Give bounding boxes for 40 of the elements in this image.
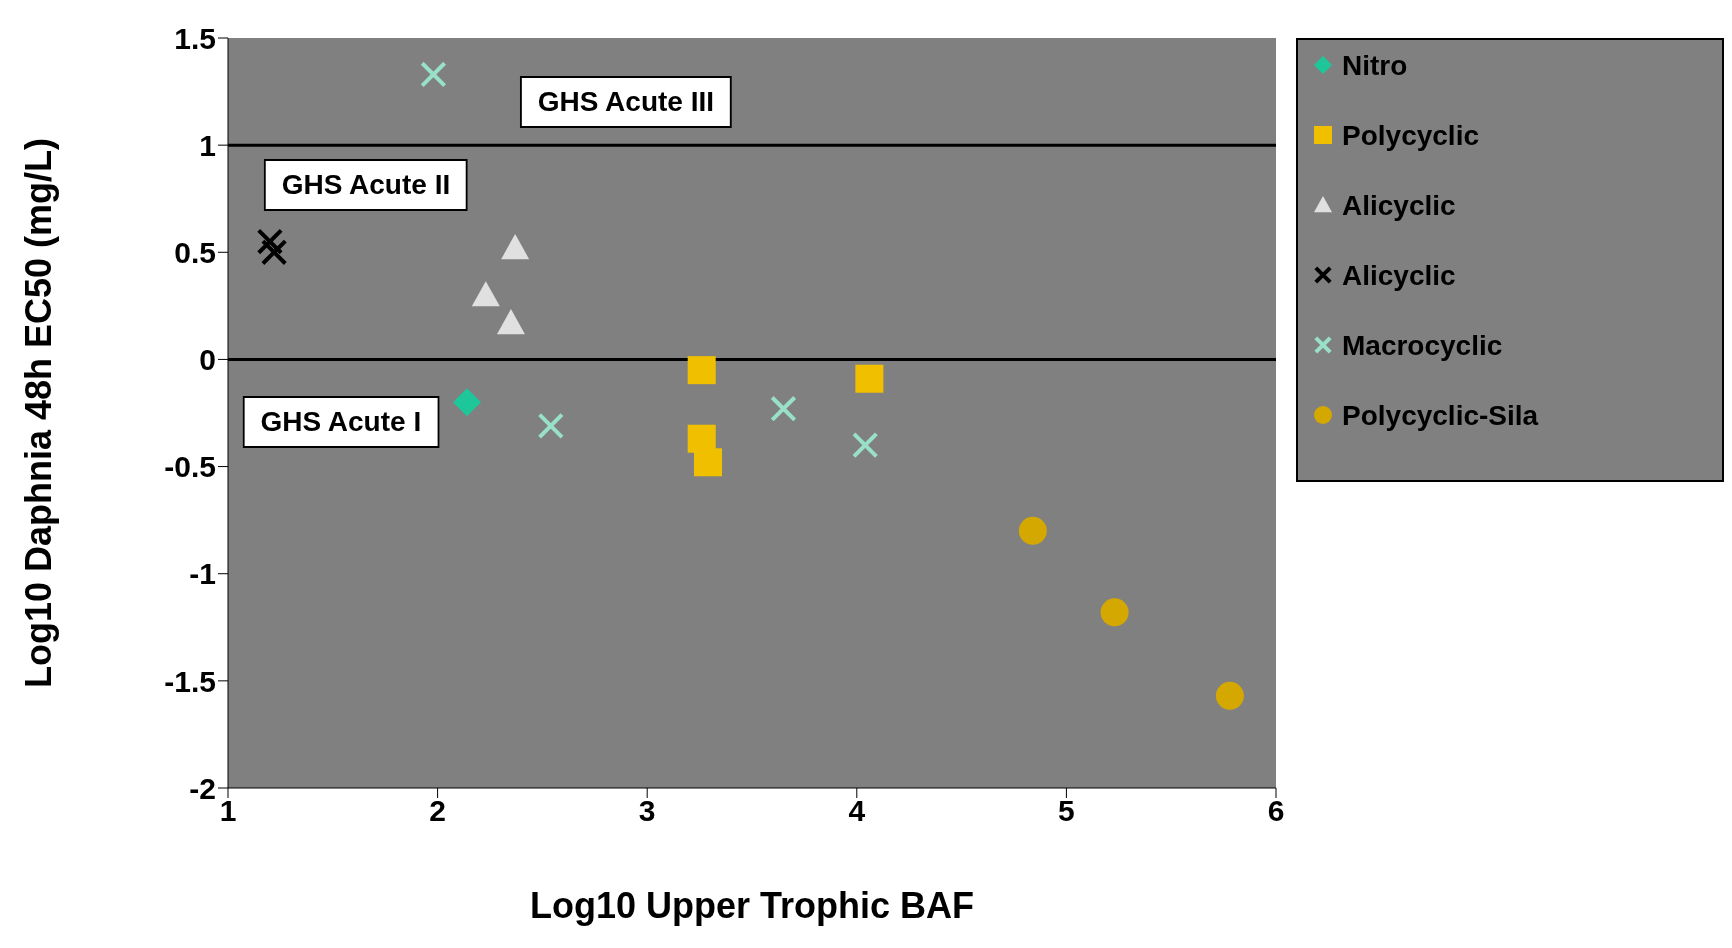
point (420, 61, 447, 88)
point (537, 412, 564, 440)
x-tick-label: 4 (848, 794, 866, 828)
legend-label: Polycyclic-Sila (1342, 400, 1539, 432)
point (256, 228, 284, 255)
x-tick-label: 3 (638, 794, 656, 828)
point (687, 356, 716, 385)
point (855, 364, 884, 393)
point (1018, 516, 1047, 545)
point (501, 234, 530, 260)
y-tick-label: 0.5 (174, 235, 216, 269)
y-tick-label: -2 (189, 771, 216, 805)
y-tick-label: -1.5 (164, 664, 216, 698)
point (496, 309, 525, 335)
legend-label: Alicyclic (1342, 190, 1456, 222)
x-tick-label: 5 (1058, 794, 1075, 828)
annotation: GHS Acute II (263, 158, 469, 211)
x-tick-label: 6 (1267, 794, 1285, 828)
point (693, 448, 722, 477)
point (770, 395, 797, 422)
point (1215, 681, 1244, 710)
legend-label: Alicyclic (1342, 260, 1456, 292)
x-axis-title: Log10 Upper Trophic BAF (529, 885, 975, 926)
y-tick-label: 1 (199, 128, 216, 162)
y-tick-label: -1 (189, 557, 216, 591)
legend-label: Nitro (1342, 50, 1408, 82)
legend-label: Macrocyclic (1342, 330, 1503, 362)
point (1100, 598, 1129, 627)
legend-label: Polycyclic (1342, 120, 1479, 152)
point (471, 281, 500, 307)
y-tick-label: 1.5 (174, 21, 216, 55)
annotation: GHS Acute III (519, 75, 733, 128)
x-tick-label: 2 (429, 794, 446, 828)
point (851, 431, 879, 459)
point (452, 388, 481, 417)
point (260, 239, 288, 266)
annotation: GHS Acute I (242, 395, 440, 448)
y-tick-label: 0 (199, 343, 216, 377)
y-axis-title: Log10 Daphnia 48h EC50 (mg/L) (17, 137, 59, 689)
y-tick-label: -0.5 (164, 450, 216, 484)
